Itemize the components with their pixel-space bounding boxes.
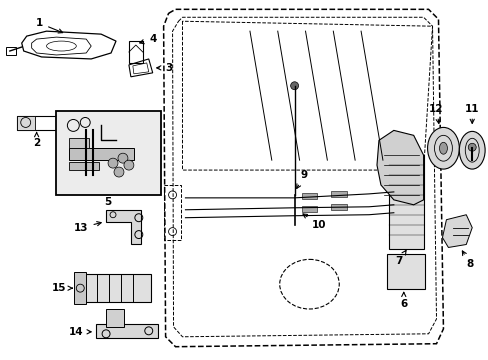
Text: 8: 8 xyxy=(462,251,473,269)
Ellipse shape xyxy=(427,127,458,169)
Bar xyxy=(301,206,317,212)
Text: 15: 15 xyxy=(52,283,72,293)
Bar xyxy=(69,138,89,148)
Bar xyxy=(388,155,423,249)
Text: 4: 4 xyxy=(140,34,156,44)
Text: 11: 11 xyxy=(464,104,479,123)
Text: 6: 6 xyxy=(399,292,407,309)
Circle shape xyxy=(468,143,475,151)
Circle shape xyxy=(290,82,298,90)
Bar xyxy=(69,162,99,170)
Text: 5: 5 xyxy=(104,197,111,207)
Text: 10: 10 xyxy=(303,214,326,230)
Polygon shape xyxy=(106,210,141,244)
Bar xyxy=(301,193,317,199)
Text: 13: 13 xyxy=(74,222,101,233)
Bar xyxy=(163,185,181,239)
Text: 7: 7 xyxy=(394,251,405,266)
Circle shape xyxy=(118,153,128,163)
Text: 9: 9 xyxy=(296,170,307,188)
Polygon shape xyxy=(442,215,471,247)
Bar xyxy=(386,255,424,289)
Bar xyxy=(56,111,161,195)
Bar xyxy=(6,47,16,55)
Bar xyxy=(83,274,150,302)
Bar xyxy=(331,204,346,210)
Bar xyxy=(129,41,142,63)
Text: 3: 3 xyxy=(157,63,172,73)
Circle shape xyxy=(114,167,123,177)
Ellipse shape xyxy=(458,131,484,169)
Circle shape xyxy=(108,158,118,168)
Bar xyxy=(74,272,86,304)
Polygon shape xyxy=(376,130,423,205)
Text: 12: 12 xyxy=(428,104,443,123)
Text: 2: 2 xyxy=(33,132,40,148)
Bar xyxy=(17,116,35,130)
Text: 1: 1 xyxy=(36,18,62,33)
Bar xyxy=(69,148,134,160)
Bar xyxy=(106,309,123,327)
Ellipse shape xyxy=(439,142,447,154)
Bar xyxy=(331,191,346,197)
Circle shape xyxy=(123,160,134,170)
Bar xyxy=(17,116,71,130)
Text: 14: 14 xyxy=(69,327,91,337)
Bar xyxy=(96,324,157,338)
